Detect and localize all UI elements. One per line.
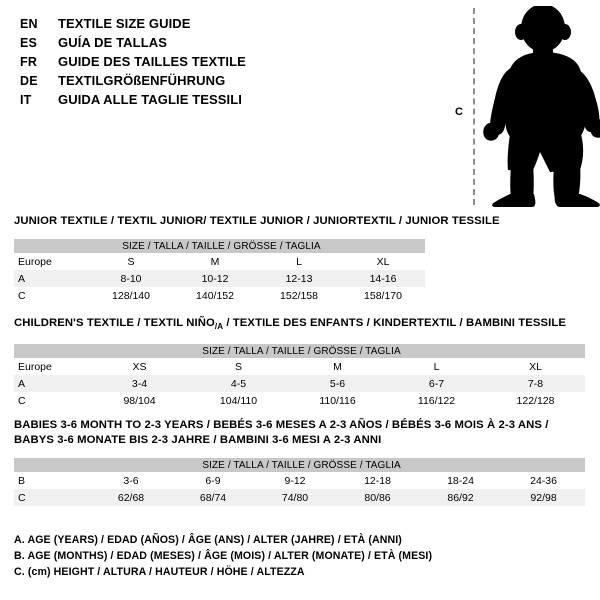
cell-value: 152/158 (257, 287, 341, 304)
language-row-de: DE TEXTILGRÖßENFÜHRUNG (20, 71, 440, 90)
language-title-es: GUÍA DE TALLAS (58, 35, 168, 50)
cell-value: XS (90, 358, 189, 375)
cell-value: M (173, 253, 257, 270)
language-code-it: IT (20, 93, 32, 107)
cell-value: 24-36 (502, 472, 586, 489)
cell-value: 122/128 (486, 392, 586, 409)
table-row: B 3-6 6-9 9-12 12-18 18-24 24-36 (14, 472, 586, 489)
section-title-junior: JUNIOR TEXTILE / TEXTIL JUNIOR/ TEXTILE … (14, 215, 500, 227)
language-title-fr: GUIDE DES TAILLES TEXTILE (58, 54, 246, 69)
row-label-europe: Europe (14, 253, 89, 270)
row-label-c: C (14, 287, 89, 304)
height-measure-figure: C (440, 0, 600, 212)
cell-value: 9-12 (254, 472, 336, 489)
language-code-en: EN (20, 17, 38, 31)
cell-value: 3-6 (90, 472, 172, 489)
table-row: A 8-10 10-12 12-13 14-16 (14, 270, 425, 287)
table-row: A 3-4 4-5 5-6 6-7 7-8 (14, 375, 586, 392)
cell-value: 6-9 (172, 472, 254, 489)
cell-value: 80/86 (336, 489, 419, 506)
table-row: Europe XS S M L XL (14, 358, 586, 375)
row-label-europe: Europe (14, 358, 90, 375)
cell-value: S (89, 253, 173, 270)
table-children: SIZE / TALLA / TAILLE / GRÖSSE / TAGLIA … (14, 344, 586, 409)
language-title-block: EN TEXTILE SIZE GUIDE ES GUÍA DE TALLAS … (20, 14, 440, 109)
cell-value: 110/116 (288, 392, 387, 409)
cell-value: L (387, 358, 486, 375)
section-babies: BABIES 3-6 MONTH TO 2-3 YEARS / BEBÉS 3-… (14, 418, 586, 506)
cell-value: 14-16 (341, 270, 425, 287)
band-label-children: SIZE / TALLA / TAILLE / GRÖSSE / TAGLIA (14, 344, 586, 358)
language-row-fr: FR GUIDE DES TAILLES TEXTILE (20, 52, 440, 71)
language-code-de: DE (20, 74, 38, 88)
row-label-c: C (14, 489, 90, 506)
table-band-header-junior: SIZE / TALLA / TAILLE / GRÖSSE / TAGLIA (14, 239, 425, 253)
table-band-header-babies: SIZE / TALLA / TAILLE / GRÖSSE / TAGLIA (14, 458, 586, 472)
cell-value: 8-10 (89, 270, 173, 287)
language-code-fr: FR (20, 55, 38, 69)
row-label-a: A (14, 375, 90, 392)
section-title-children: CHILDREN'S TEXTILE / TEXTIL NIÑO/A / TEX… (14, 316, 585, 334)
cell-value: 12-18 (336, 472, 419, 489)
dashed-height-measure-line (473, 8, 475, 205)
section-title-babies-line2: BABYS 3-6 MONATE BIS 2-3 JAHRE / BAMBINI… (14, 434, 382, 446)
section-children: CHILDREN'S TEXTILE / TEXTIL NIÑO/A / TEX… (14, 316, 586, 409)
cell-value: 92/98 (502, 489, 586, 506)
cell-value: 98/104 (90, 392, 189, 409)
language-code-es: ES (20, 36, 38, 50)
child-silhouette-icon (480, 6, 600, 208)
cell-value: 5-6 (288, 375, 387, 392)
cell-value: XL (341, 253, 425, 270)
language-row-es: ES GUÍA DE TALLAS (20, 33, 440, 52)
cell-value: 116/122 (387, 392, 486, 409)
cell-value: 128/140 (89, 287, 173, 304)
section-title-babies-line1: BABIES 3-6 MONTH TO 2-3 YEARS / BEBÉS 3-… (14, 419, 549, 431)
measure-label-c: C (455, 106, 463, 118)
cell-value: 3-4 (90, 375, 189, 392)
cell-value: XL (486, 358, 586, 375)
language-title-it: GUIDA ALLE TAGLIE TESSILI (58, 92, 243, 107)
section-title-children-post: / TEXTILE DES ENFANTS / KINDERTEXTIL / B… (223, 317, 567, 329)
cell-value: M (288, 358, 387, 375)
table-row: Europe S M L XL (14, 253, 425, 270)
table-junior: SIZE / TALLA / TAILLE / GRÖSSE / TAGLIA … (14, 239, 425, 304)
cell-value: 140/152 (173, 287, 257, 304)
band-label-junior: SIZE / TALLA / TAILLE / GRÖSSE / TAGLIA (14, 239, 425, 253)
cell-value: L (257, 253, 341, 270)
legend-line-a: A. AGE (YEARS) / EDAD (AÑOS) / ÂGE (ANS)… (14, 534, 402, 546)
table-band-header-children: SIZE / TALLA / TAILLE / GRÖSSE / TAGLIA (14, 344, 586, 358)
cell-value: 12-13 (257, 270, 341, 287)
language-title-de: TEXTILGRÖßENFÜHRUNG (58, 73, 226, 88)
cell-value: 18-24 (419, 472, 502, 489)
legend-block: A. AGE (YEARS) / EDAD (AÑOS) / ÂGE (ANS)… (14, 532, 484, 580)
cell-value: 86/92 (419, 489, 502, 506)
language-title-en: TEXTILE SIZE GUIDE (58, 16, 191, 31)
cell-value: 68/74 (172, 489, 254, 506)
band-label-babies: SIZE / TALLA / TAILLE / GRÖSSE / TAGLIA (14, 458, 586, 472)
cell-value: 7-8 (486, 375, 586, 392)
cell-value: 74/80 (254, 489, 336, 506)
language-row-it: IT GUIDA ALLE TAGLIE TESSILI (20, 90, 440, 109)
table-row: C 98/104 104/110 110/116 116/122 122/128 (14, 392, 586, 409)
cell-value: 62/68 (90, 489, 172, 506)
cell-value: 10-12 (173, 270, 257, 287)
cell-value: 104/110 (189, 392, 288, 409)
cell-value: 4-5 (189, 375, 288, 392)
cell-value: 6-7 (387, 375, 486, 392)
cell-value: 158/170 (341, 287, 425, 304)
language-row-en: EN TEXTILE SIZE GUIDE (20, 14, 440, 33)
table-row: C 62/68 68/74 74/80 80/86 86/92 92/98 (14, 489, 586, 506)
section-junior: JUNIOR TEXTILE / TEXTIL JUNIOR/ TEXTILE … (14, 214, 500, 304)
legend-line-b: B. AGE (MONTHS) / EDAD (MESES) / ÂGE (MO… (14, 550, 433, 562)
section-title-children-pre: CHILDREN'S TEXTILE / TEXTIL NIÑO (14, 317, 215, 329)
legend-line-c: C. (cm) HEIGHT / ALTURA / HAUTEUR / HÖHE… (14, 566, 305, 578)
table-babies: SIZE / TALLA / TAILLE / GRÖSSE / TAGLIA … (14, 458, 586, 506)
row-label-b: B (14, 472, 90, 489)
row-label-a: A (14, 270, 89, 287)
section-title-children-sub: /A (214, 322, 224, 331)
cell-value: S (189, 358, 288, 375)
row-label-c: C (14, 392, 90, 409)
table-row: C 128/140 140/152 152/158 158/170 (14, 287, 425, 304)
